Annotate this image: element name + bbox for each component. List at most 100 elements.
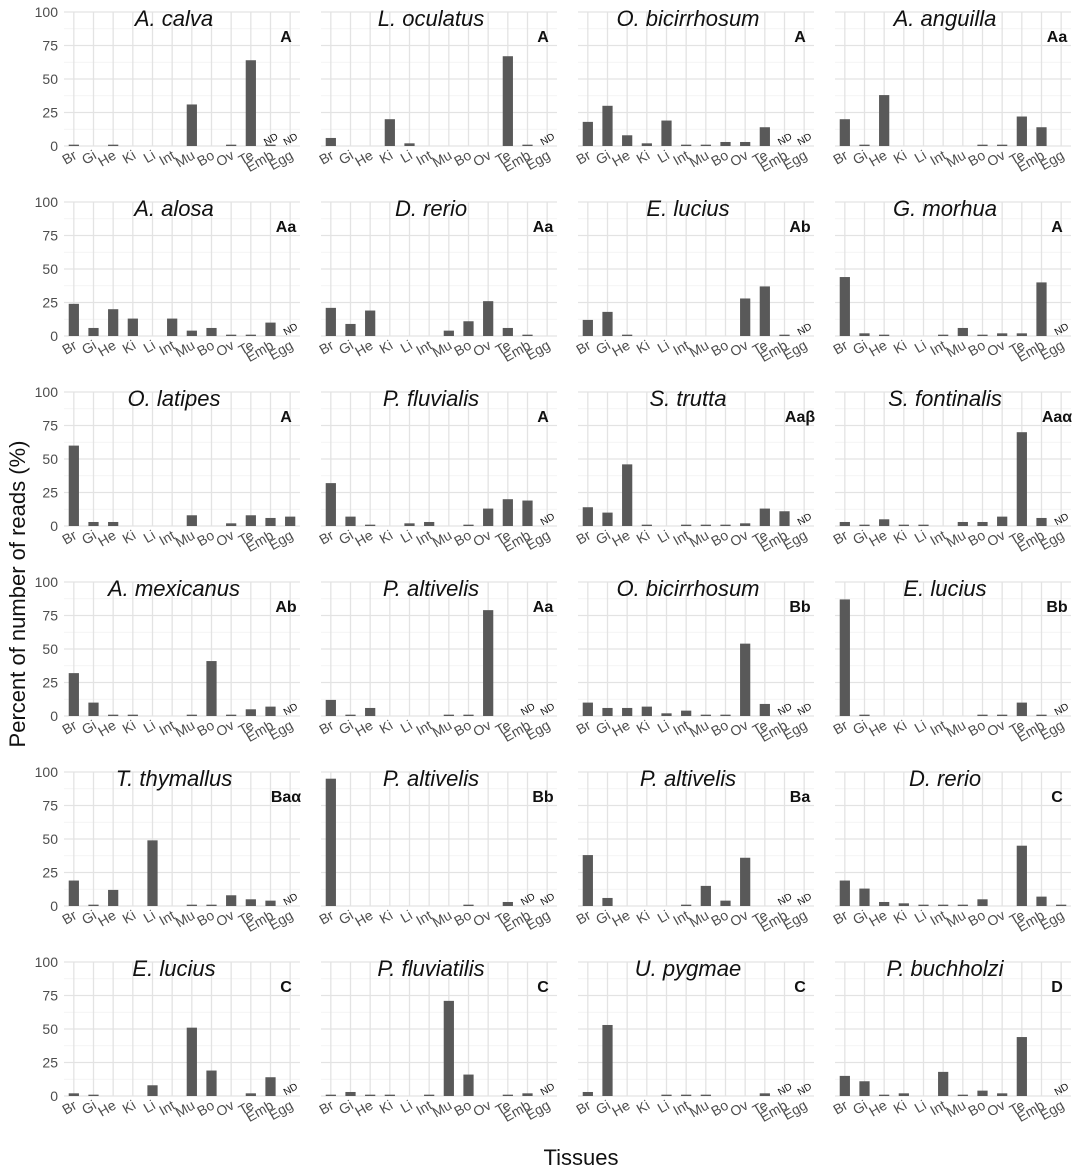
y-tick-label: 75 (42, 798, 58, 814)
bar (1036, 282, 1047, 336)
bar (325, 483, 336, 526)
x-tick-label: Ki (377, 1097, 396, 1117)
x-tick-label: He (866, 527, 890, 550)
x-tick-label: Gi (336, 717, 356, 738)
x-tick-label: Ov (984, 337, 1007, 360)
x-tick-label: He (95, 147, 119, 170)
x-tick-label: Li (141, 527, 158, 546)
x-tick-label: Int (670, 147, 692, 169)
x-tick-label: Te (750, 337, 771, 358)
y-tick-label: 0 (50, 898, 58, 914)
bar (226, 523, 237, 526)
x-tick-label: Li (655, 337, 672, 356)
bar (502, 56, 513, 146)
x-tick-label: Ov (213, 147, 236, 170)
y-tick-label: 75 (42, 38, 58, 54)
x-tick-label: Gi (850, 907, 870, 928)
x-tick-label: Mu (686, 1097, 711, 1121)
x-tick-label: Int (156, 337, 178, 359)
y-tick-label: 75 (42, 608, 58, 624)
bar (265, 1077, 276, 1096)
bar (245, 60, 256, 146)
x-tick-label: Bo (965, 147, 988, 170)
panel-code: Aa (533, 599, 554, 616)
x-tick-label: Li (141, 147, 158, 166)
bar (463, 714, 474, 716)
x-tick-label: Gi (79, 907, 99, 928)
bar (622, 334, 633, 336)
bar (859, 144, 870, 146)
bar (365, 1094, 376, 1096)
bar (582, 855, 593, 906)
bar (206, 1070, 217, 1096)
panel-code: A (280, 409, 292, 426)
bar (186, 904, 197, 906)
bar (1016, 432, 1027, 526)
bar (365, 524, 376, 526)
bar (384, 119, 395, 146)
y-tick-label: 50 (42, 831, 58, 847)
x-tick-label: Te (493, 337, 514, 358)
x-tick-label: Li (655, 527, 672, 546)
bar (463, 524, 474, 526)
x-tick-label: Gi (79, 527, 99, 548)
x-tick-label: Int (927, 337, 949, 359)
x-tick-label: Ov (727, 717, 750, 740)
panel-code: C (794, 979, 806, 996)
bar (226, 144, 237, 146)
bar (265, 322, 276, 336)
x-tick-label: Ki (377, 717, 396, 737)
panel-code: Aa (1047, 29, 1068, 46)
bar (997, 714, 1008, 716)
x-tick-label: Int (927, 527, 949, 549)
x-tick-label: Mu (429, 147, 454, 171)
panel-code: Baα (271, 789, 301, 806)
x-tick-label: Ki (120, 907, 139, 927)
bar (997, 1093, 1008, 1096)
x-tick-label: Br (59, 907, 79, 928)
bar (641, 706, 652, 716)
bar (186, 515, 197, 526)
panel-title: S. fontinalis (888, 386, 1002, 411)
y-tick-label: 25 (42, 1055, 58, 1071)
bar (938, 1071, 949, 1096)
x-tick-label: Li (912, 907, 929, 926)
x-tick-label: Li (398, 1097, 415, 1116)
x-tick-label: Gi (593, 717, 613, 738)
bar (325, 1094, 336, 1096)
bar (147, 840, 158, 906)
x-tick-label: He (609, 1097, 633, 1120)
x-tick-label: Ov (470, 527, 493, 550)
bar (938, 334, 949, 336)
bar (839, 277, 850, 336)
x-tick-label: Mu (172, 147, 197, 171)
x-tick-label: Ki (377, 907, 396, 927)
x-tick-label: Egg (266, 527, 296, 553)
bar (839, 599, 850, 716)
bar (483, 610, 494, 716)
bar (68, 445, 79, 526)
bar (404, 143, 415, 146)
x-tick-label: Mu (686, 527, 711, 551)
x-tick-label: Ki (891, 147, 910, 167)
x-tick-label: Te (493, 147, 514, 168)
x-tick-label: Mu (943, 1097, 968, 1121)
x-tick-label: Egg (1037, 1097, 1067, 1123)
x-tick-label: Bo (451, 1097, 474, 1120)
x-tick-label: Ki (634, 1097, 653, 1117)
x-tick-label: Int (413, 337, 435, 359)
x-tick-label: He (352, 907, 376, 930)
bar (681, 710, 692, 716)
x-tick-label: He (609, 527, 633, 550)
panel-title: T. thymallus (116, 766, 233, 791)
bar (622, 135, 633, 146)
panel-code: A (537, 29, 549, 46)
bar (245, 1093, 256, 1096)
bar (977, 521, 988, 526)
bar (245, 334, 256, 336)
bar (463, 1074, 474, 1096)
bar (206, 904, 217, 906)
